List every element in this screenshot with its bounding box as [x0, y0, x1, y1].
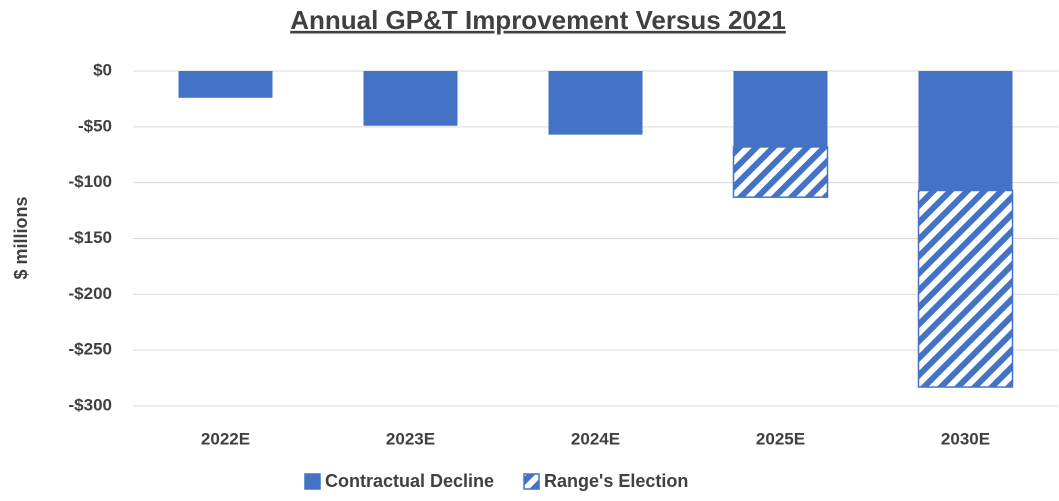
y-tick-label: -$200 — [69, 284, 112, 303]
y-tick-label: $0 — [93, 60, 112, 79]
legend-label: Range's Election — [544, 471, 688, 491]
bar-segment — [733, 71, 828, 147]
y-tick-label: -$150 — [69, 228, 112, 247]
x-tick-label: 2030E — [941, 429, 990, 448]
bar-segment — [363, 71, 458, 126]
y-axis-label: $ millions — [11, 196, 31, 279]
x-tick-label: 2024E — [571, 429, 620, 448]
bar-segment — [918, 71, 1013, 191]
y-tick-label: -$300 — [69, 395, 112, 414]
y-tick-label: -$50 — [78, 116, 112, 135]
x-tick-label: 2025E — [756, 429, 805, 448]
bar-segment — [732, 146, 829, 198]
legend-label: Contractual Decline — [325, 471, 494, 491]
chart-title: Annual GP&T Improvement Versus 2021 — [290, 5, 786, 35]
bar-segment — [178, 71, 273, 98]
y-tick-label: -$100 — [69, 172, 112, 191]
bar-segment — [548, 71, 643, 135]
legend-swatch — [304, 473, 321, 490]
y-tick-label: -$250 — [69, 340, 112, 359]
x-tick-label: 2023E — [386, 429, 435, 448]
legend-swatch — [523, 473, 540, 490]
bar-segment — [917, 189, 1014, 388]
x-tick-label: 2022E — [201, 429, 250, 448]
